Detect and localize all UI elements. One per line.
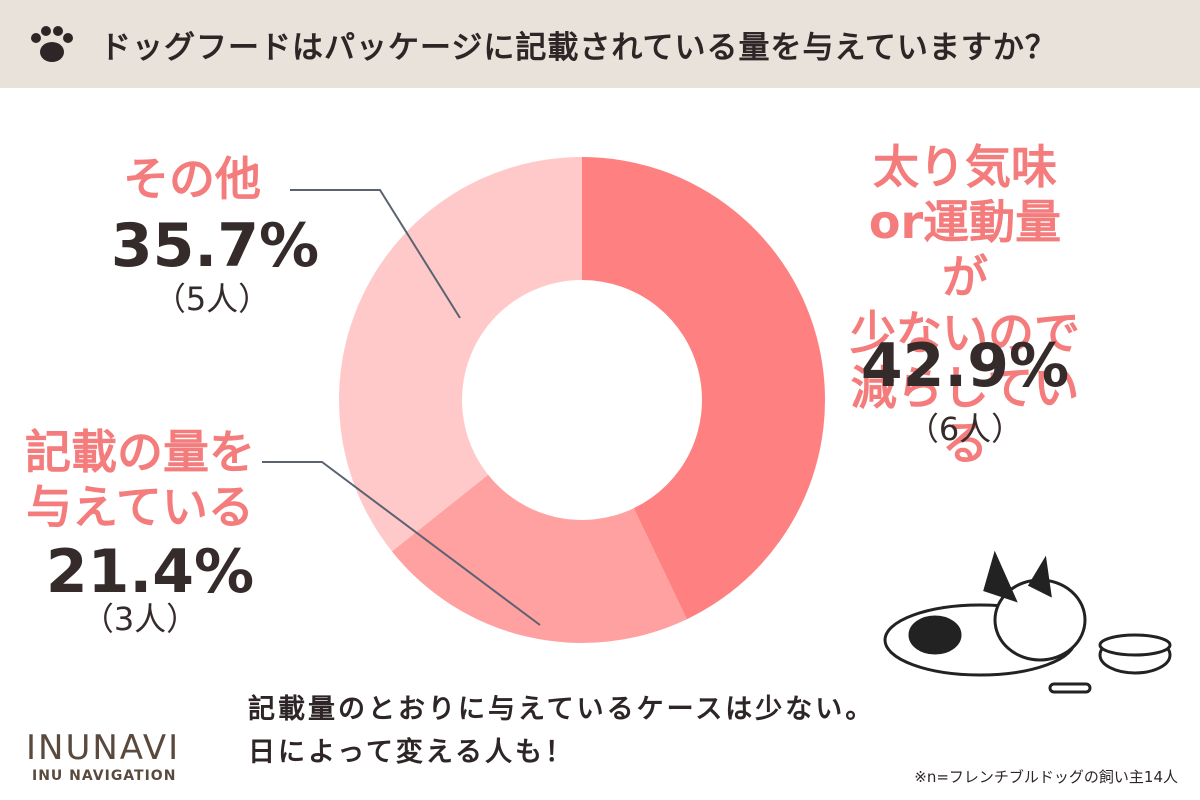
conclusion: 記載量のとおりに与えているケースは少ない。 日によって変える人も！ <box>248 694 876 769</box>
count-label: （6人） <box>906 410 1024 448</box>
category-label: 太り気味or運動量が 少ないので 減らしている <box>850 140 1080 470</box>
count-label: （3人） <box>81 600 199 638</box>
value-label: 21.4% <box>45 537 255 607</box>
header <box>0 0 1200 88</box>
dog-illustration <box>883 550 1172 694</box>
slice <box>582 157 825 620</box>
leader-line <box>290 189 461 319</box>
title: ドッグフードはパッケージに記載されている量を与えていますか？ <box>100 30 1057 66</box>
paw-icon <box>31 26 73 62</box>
category-label: その他 <box>123 152 261 206</box>
logo-subtitle: INU NAVIGATION <box>32 768 177 784</box>
value-label: 42.9% <box>860 331 1070 401</box>
slice <box>339 157 582 552</box>
count-label: （5人） <box>153 280 271 318</box>
leader-line <box>262 461 541 626</box>
category-label: 記載の量を 与えている <box>25 425 255 535</box>
value-label: 35.7% <box>110 211 320 281</box>
slice <box>391 474 687 643</box>
footnote: ※n=フレンチブルドッグの飼い主14人 <box>914 768 1178 786</box>
logo: INUNAVI <box>26 728 181 768</box>
